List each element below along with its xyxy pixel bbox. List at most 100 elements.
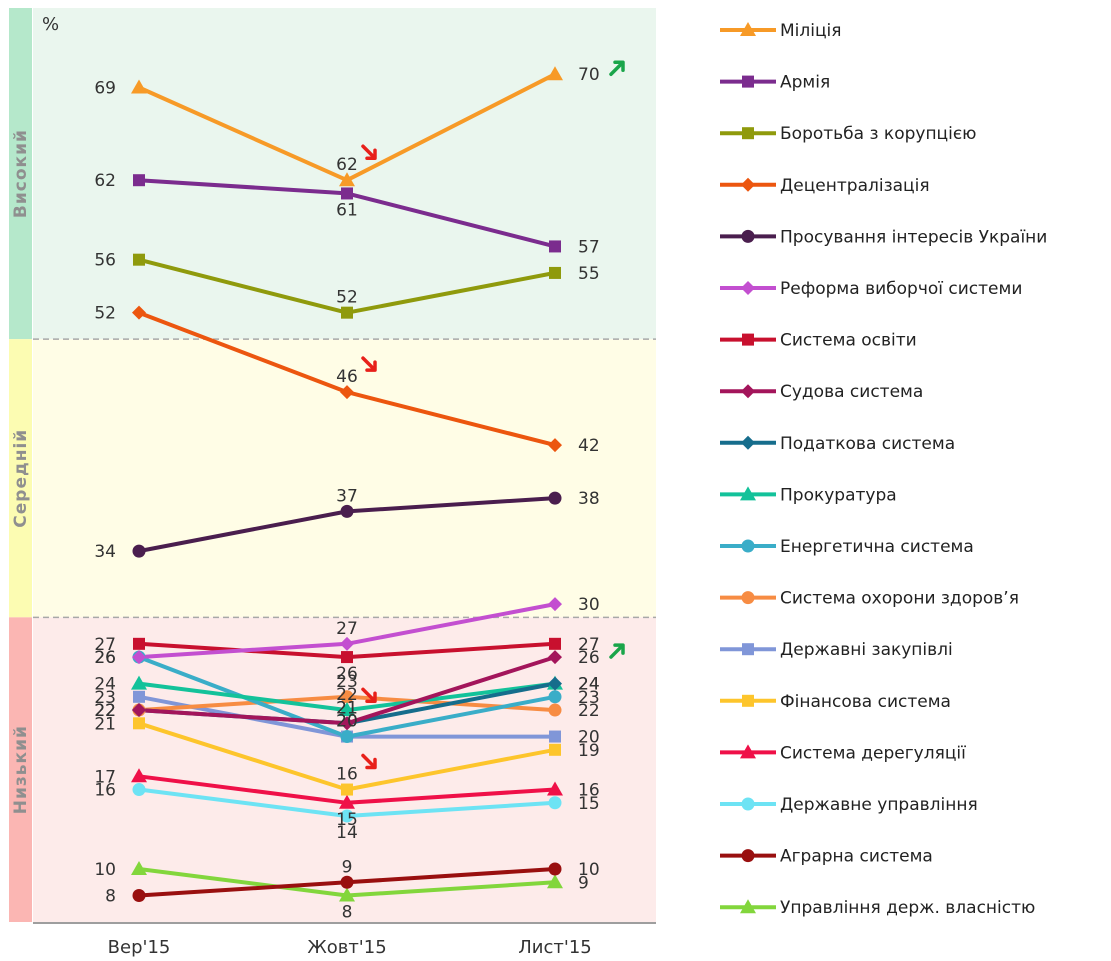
point-marker-17-1	[339, 887, 355, 902]
trend-up-arrow-icon	[609, 60, 625, 76]
point-marker-2-2	[549, 266, 561, 279]
data-label: 27	[336, 619, 358, 639]
data-label: 27	[578, 635, 600, 655]
point-marker-13-0	[133, 717, 145, 730]
point-marker-15-0	[132, 783, 146, 797]
point-marker-7-1	[340, 716, 354, 731]
data-label: 52	[94, 304, 116, 324]
x-tick-label: Вер'15	[108, 937, 171, 958]
legend-item-2: Боротьба з корупцією	[720, 124, 977, 144]
point-marker-0-2	[547, 66, 563, 81]
data-label: 70	[578, 65, 600, 85]
data-label: 57	[578, 237, 600, 257]
trend-down-arrow-icon	[361, 687, 377, 704]
data-label: 23	[578, 688, 600, 708]
trend-down-arrow-icon	[361, 144, 377, 160]
legend-label: Реформа виборчої системи	[780, 279, 1022, 299]
legend-item-0: Міліція	[720, 21, 842, 41]
data-label: 9	[342, 857, 353, 877]
legend-label: Державні закупівлі	[780, 640, 953, 660]
legend-marker	[741, 591, 755, 605]
point-marker-5-1	[340, 636, 354, 651]
legend-marker	[741, 539, 755, 553]
legend-label: Державне управління	[780, 795, 978, 815]
data-label: 38	[578, 489, 600, 509]
legend-label: Прокуратура	[780, 485, 897, 505]
point-marker-1-0	[133, 174, 145, 187]
data-label: 37	[336, 486, 358, 506]
legend-label: Міліція	[780, 21, 842, 41]
data-label: 22	[336, 685, 358, 705]
legend-item-7: Судова система	[720, 382, 923, 402]
point-marker-16-0	[132, 889, 146, 903]
data-label: 16	[578, 781, 600, 801]
data-label: 34	[94, 542, 116, 562]
legend-marker	[742, 333, 754, 346]
legend-label: Енергетична система	[780, 537, 974, 557]
data-label: 14	[336, 823, 358, 843]
legend-label: Система охорони здоров’я	[780, 589, 1019, 609]
point-marker-1-1	[341, 187, 353, 200]
legend-label: Боротьба з корупцією	[780, 124, 977, 144]
x-tick-label: Лист'15	[518, 937, 591, 958]
point-marker-11-2	[548, 703, 562, 717]
data-label: 8	[105, 887, 116, 907]
point-marker-0-1	[339, 172, 355, 187]
data-label: 16	[336, 765, 358, 785]
data-label: 15	[336, 810, 358, 830]
data-label: 8	[342, 903, 353, 923]
point-marker-4-0	[132, 544, 146, 558]
legend-item-5: Реформа виборчої системи	[720, 279, 1022, 299]
legend-item-9: Прокуратура	[720, 485, 897, 505]
zone-label-2: Низький	[11, 725, 31, 814]
point-marker-17-2	[547, 874, 563, 889]
legend-label: Децентралізація	[780, 176, 930, 196]
point-marker-1-2	[549, 240, 561, 253]
point-marker-10-2	[548, 690, 562, 704]
legend-marker	[741, 229, 755, 243]
zone-label-1: Середній	[11, 429, 31, 528]
x-tick-label: Жовт'15	[307, 937, 386, 958]
data-label: 42	[578, 436, 600, 456]
data-label: 10	[94, 860, 116, 880]
point-marker-13-2	[549, 743, 561, 756]
legend: Міліція Армія Боротьба з корупцією Децентра…	[720, 21, 1047, 918]
data-label: 9	[578, 873, 589, 893]
trend-up-arrow-icon	[609, 643, 625, 659]
data-label: 16	[94, 781, 116, 801]
point-marker-0-0	[131, 79, 147, 94]
legend-label: Судова система	[780, 382, 923, 402]
data-label: 10	[578, 860, 600, 880]
point-marker-12-2	[549, 730, 561, 743]
legend-item-10: Енергетична система	[720, 537, 974, 557]
point-marker-13-1	[341, 783, 353, 796]
data-label: 30	[578, 595, 600, 615]
axis-group: % Вер'15 Жовт'15 Лист'15	[33, 14, 656, 958]
legend-item-6: Система освіти	[720, 331, 917, 351]
point-marker-2-1	[341, 306, 353, 319]
data-label: 20	[336, 712, 358, 732]
legend-marker	[741, 849, 755, 863]
zone-band-0	[33, 8, 656, 340]
point-marker-5-2	[548, 597, 562, 612]
data-label: 27	[94, 635, 116, 655]
point-marker-17-0	[131, 861, 147, 876]
data-label: 26	[94, 648, 116, 668]
legend-item-15: Державне управління	[720, 795, 978, 815]
data-label: 26	[578, 648, 600, 668]
legend-item-3: Децентралізація	[720, 176, 930, 196]
trend-down-arrow-icon	[361, 356, 377, 372]
data-label: 55	[578, 264, 600, 284]
legend-label: Податкова система	[780, 434, 955, 454]
data-label: 19	[578, 741, 600, 761]
point-marker-14-0	[131, 768, 147, 783]
legend-marker	[742, 643, 754, 656]
legend-marker	[740, 899, 756, 914]
point-marker-4-2	[548, 491, 562, 505]
legend-marker	[742, 75, 754, 88]
data-label: 26	[94, 648, 116, 668]
legend-item-11: Система охорони здоров’я	[720, 589, 1019, 609]
